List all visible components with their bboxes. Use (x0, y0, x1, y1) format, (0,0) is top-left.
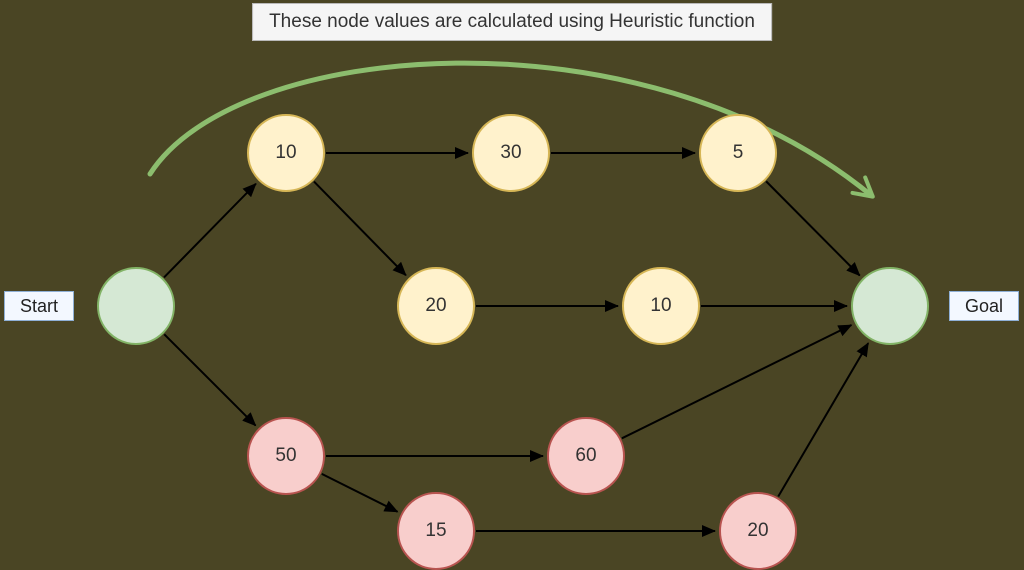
edge-start-h50 (163, 333, 257, 427)
edge-h20b-goal (777, 342, 870, 498)
node-h50: 50 (247, 417, 325, 495)
edge-h50-h15 (321, 472, 399, 513)
node-h10b: 10 (622, 267, 700, 345)
edge-h5-goal (765, 180, 861, 277)
goal-label: Goal (949, 291, 1019, 321)
start-label: Start (4, 291, 74, 321)
node-h20b: 20 (719, 492, 797, 570)
node-goal (851, 267, 929, 345)
diagram-title: These node values are calculated using H… (252, 3, 772, 41)
graph-edges (163, 147, 870, 537)
node-h5: 5 (699, 114, 777, 192)
node-h60: 60 (547, 417, 625, 495)
node-start (97, 267, 175, 345)
edge-h10a-h20a (313, 180, 407, 277)
edge-start-h10a (163, 182, 257, 279)
node-h30: 30 (472, 114, 550, 192)
node-h15: 15 (397, 492, 475, 570)
node-h20a: 20 (397, 267, 475, 345)
node-h10a: 10 (247, 114, 325, 192)
edge-h60-goal (621, 324, 853, 440)
